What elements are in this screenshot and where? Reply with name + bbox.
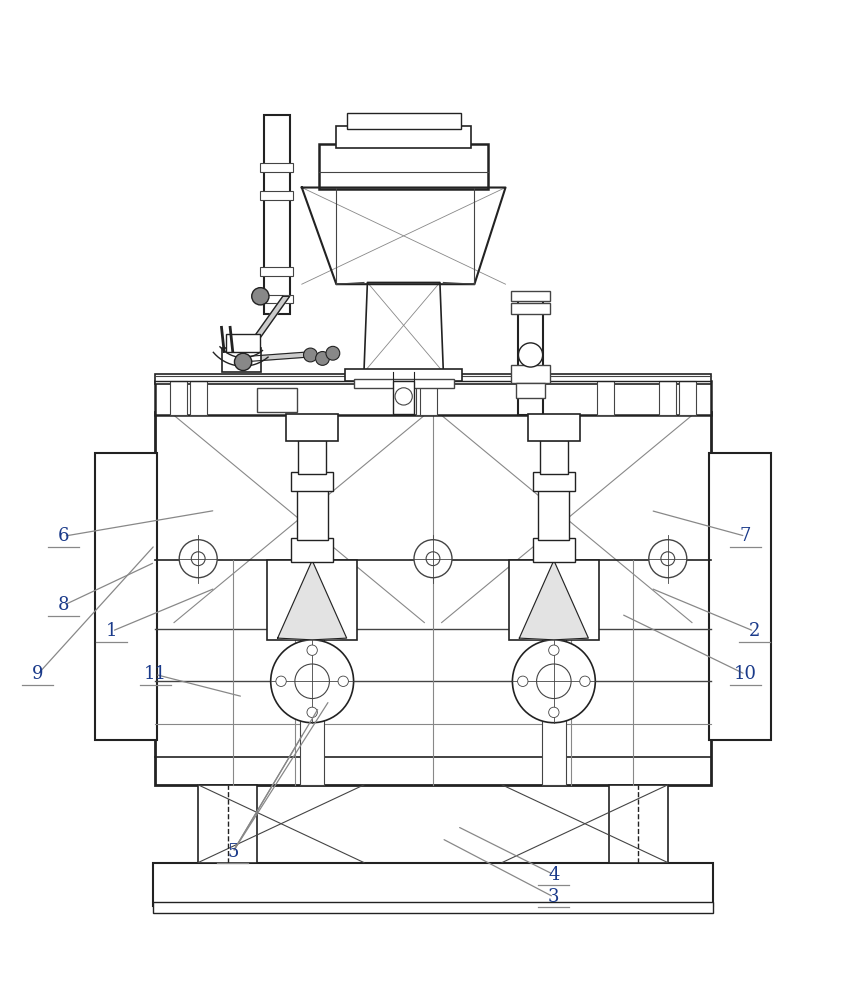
Circle shape: [307, 707, 317, 718]
Polygon shape: [236, 296, 290, 362]
Text: 1: 1: [107, 622, 118, 640]
Circle shape: [537, 664, 571, 699]
Text: 6: 6: [58, 527, 69, 545]
Circle shape: [518, 676, 528, 686]
Text: 7: 7: [740, 527, 751, 545]
Bar: [420, 381, 437, 415]
Bar: [153, 902, 713, 913]
Bar: [297, 488, 327, 540]
Bar: [153, 863, 713, 906]
Circle shape: [179, 540, 217, 578]
Circle shape: [426, 552, 440, 566]
Bar: [299, 440, 326, 474]
Bar: [659, 381, 676, 415]
Bar: [190, 381, 207, 415]
Bar: [292, 472, 333, 491]
Text: 8: 8: [58, 596, 69, 614]
Bar: [346, 113, 461, 129]
Text: 2: 2: [748, 622, 759, 640]
Bar: [345, 369, 462, 381]
Bar: [518, 295, 544, 415]
Polygon shape: [364, 282, 443, 372]
Text: 11: 11: [144, 665, 166, 683]
Circle shape: [513, 640, 595, 723]
Bar: [539, 488, 569, 540]
Polygon shape: [243, 352, 313, 362]
Bar: [533, 472, 574, 491]
Bar: [261, 295, 294, 303]
Text: 3: 3: [548, 888, 559, 906]
Bar: [94, 453, 157, 740]
Bar: [609, 785, 668, 863]
Bar: [261, 267, 294, 276]
Circle shape: [661, 552, 675, 566]
Bar: [516, 383, 546, 398]
Bar: [155, 381, 711, 415]
Text: 9: 9: [32, 665, 43, 683]
Bar: [261, 191, 294, 200]
Circle shape: [549, 707, 559, 718]
Circle shape: [395, 388, 412, 405]
Bar: [709, 453, 772, 740]
Circle shape: [252, 288, 269, 305]
Text: 5: 5: [227, 843, 238, 861]
Circle shape: [315, 352, 329, 365]
Bar: [222, 348, 262, 372]
Circle shape: [191, 552, 205, 566]
Bar: [198, 785, 257, 863]
Bar: [336, 126, 471, 148]
Text: 4: 4: [548, 866, 559, 884]
Circle shape: [326, 346, 339, 360]
Bar: [261, 163, 294, 172]
Circle shape: [519, 343, 543, 367]
Circle shape: [338, 676, 348, 686]
Bar: [155, 374, 711, 384]
Bar: [257, 388, 297, 412]
Circle shape: [549, 645, 559, 655]
Bar: [509, 560, 598, 640]
Bar: [528, 414, 579, 441]
Circle shape: [276, 676, 287, 686]
Bar: [542, 578, 566, 785]
Bar: [292, 538, 333, 562]
Bar: [268, 560, 357, 640]
Bar: [393, 381, 414, 414]
Bar: [226, 334, 261, 352]
Circle shape: [303, 348, 317, 362]
Bar: [511, 365, 551, 383]
Polygon shape: [520, 560, 588, 640]
Bar: [679, 381, 696, 415]
Circle shape: [414, 540, 452, 578]
Circle shape: [235, 353, 252, 371]
Circle shape: [307, 645, 317, 655]
Circle shape: [579, 676, 590, 686]
Bar: [533, 538, 574, 562]
Bar: [170, 381, 187, 415]
Circle shape: [649, 540, 687, 578]
Bar: [511, 291, 551, 301]
Bar: [353, 379, 454, 388]
Bar: [300, 578, 324, 785]
Circle shape: [271, 640, 353, 723]
Bar: [155, 412, 711, 785]
Bar: [540, 440, 567, 474]
Bar: [416, 381, 433, 415]
Bar: [511, 303, 551, 314]
Bar: [319, 144, 488, 189]
Bar: [264, 115, 290, 314]
Bar: [597, 381, 614, 415]
Circle shape: [295, 664, 329, 699]
Polygon shape: [278, 560, 346, 640]
Bar: [287, 414, 338, 441]
Text: 10: 10: [734, 665, 757, 683]
Polygon shape: [301, 188, 506, 284]
